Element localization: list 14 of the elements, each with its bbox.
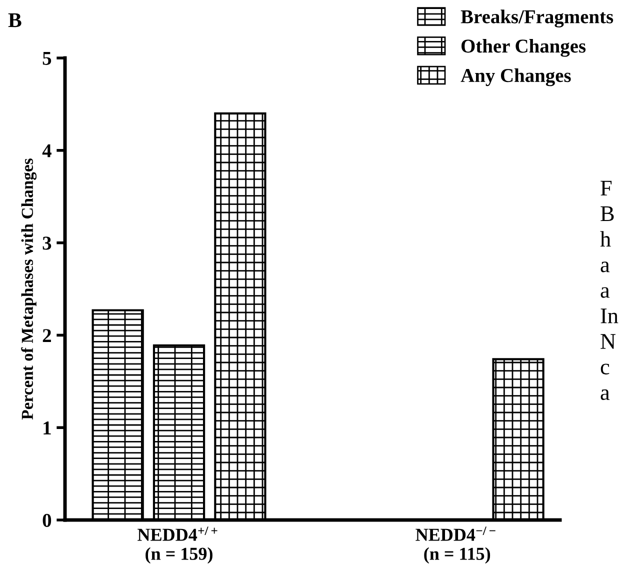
y-tick-label: 5 — [42, 52, 52, 65]
y-tick-label: 0 — [42, 514, 52, 527]
text: B — [8, 13, 22, 28]
legend-label: Any Changes — [460, 68, 571, 86]
legend-label: Breaks/Fragments — [460, 10, 614, 28]
y-tick-label: 2 — [42, 329, 51, 342]
text: F B h a a In N c a — [600, 180, 618, 400]
y-tick-label: 4 — [42, 144, 52, 158]
y-tick-label: 1 — [44, 422, 51, 434]
x-tick-label: NEDD4$^{−/−}$ (n = 115) — [416, 526, 496, 564]
y-axis-title: Percent of Metaphases with Changes — [21, 158, 37, 420]
legend-label: Other Changes — [462, 39, 586, 57]
x-tick-label: NEDD4$^{+/+}$ (n = 159) — [138, 526, 218, 564]
y-tick-label: 3 — [42, 236, 52, 250]
